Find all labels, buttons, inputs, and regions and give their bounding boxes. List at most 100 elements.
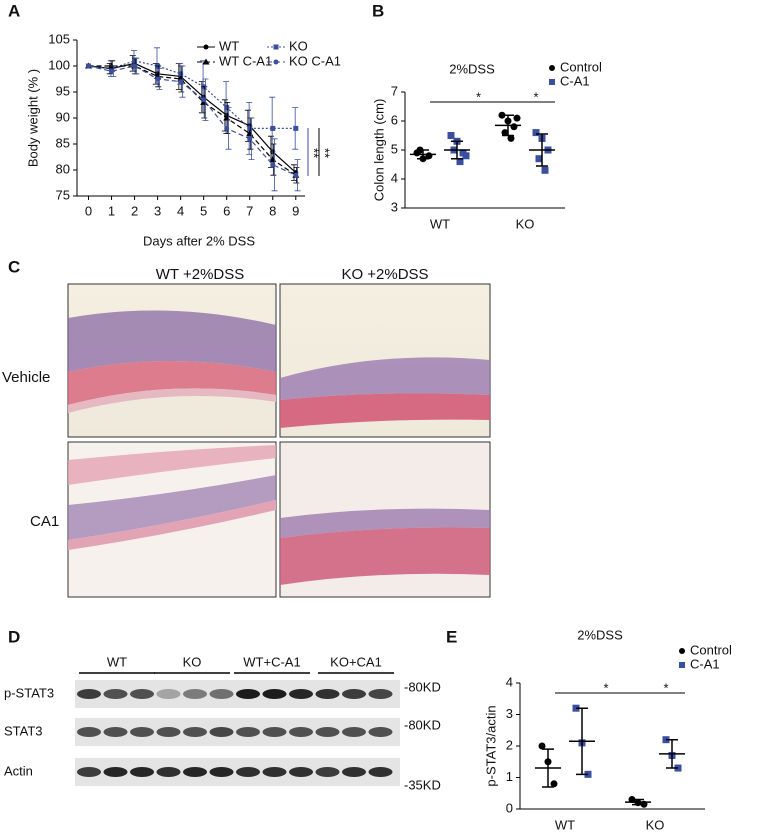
blot-band xyxy=(156,689,181,699)
x-tick-label: 6 xyxy=(223,203,230,218)
blot-band xyxy=(262,689,287,699)
blot-band xyxy=(77,727,101,737)
x-tick-label: WT xyxy=(430,216,450,231)
blot-band xyxy=(368,689,393,699)
blot-band xyxy=(289,727,313,737)
significance-label: ** xyxy=(307,148,322,158)
marker xyxy=(462,152,470,160)
blot-band xyxy=(368,767,393,777)
blot-band xyxy=(77,767,101,777)
y-tick-label: 0 xyxy=(506,800,513,815)
marker xyxy=(270,149,276,155)
y-tick-label: 80 xyxy=(56,161,70,176)
marker xyxy=(202,58,210,65)
legend-label: Control xyxy=(690,642,732,657)
x-tick-label: 0 xyxy=(85,203,92,218)
error-bar xyxy=(666,738,678,769)
blot-row-label: STAT3 xyxy=(4,723,43,738)
marker xyxy=(247,136,253,142)
x-tick-label: 1 xyxy=(108,203,115,218)
marker xyxy=(447,132,455,139)
blot-band xyxy=(130,767,154,777)
series-line xyxy=(88,60,296,129)
marker xyxy=(293,125,299,131)
series-line xyxy=(88,65,297,176)
blot-band xyxy=(236,689,260,699)
blot-band xyxy=(315,727,340,737)
histology: WT +2%DSS KO +2%DSS Vehicle CA1 xyxy=(2,266,491,598)
marker xyxy=(224,125,230,131)
blot-band xyxy=(262,767,287,777)
blot-band xyxy=(103,767,128,777)
legend-label: WT xyxy=(219,38,239,53)
panel-label: A xyxy=(8,1,20,20)
marker xyxy=(270,125,276,131)
y-tick-label: 100 xyxy=(48,57,70,72)
row-label: Vehicle xyxy=(2,369,50,386)
y-tick-label: 95 xyxy=(56,83,70,98)
marker xyxy=(507,134,515,142)
x-tick-label: 5 xyxy=(200,203,207,218)
marker xyxy=(541,166,549,174)
error-bar xyxy=(417,149,429,160)
blot-band xyxy=(342,689,366,699)
lane-group-label: WT+C-A1 xyxy=(243,654,300,669)
blot-band xyxy=(183,689,207,699)
legend-label: KO xyxy=(289,38,308,53)
marker xyxy=(510,123,518,131)
significance-label: * xyxy=(476,89,481,104)
blot-band xyxy=(77,689,101,699)
y-tick-label: 105 xyxy=(48,31,70,46)
panel-label: E xyxy=(446,627,457,646)
y-tick-label: 4 xyxy=(391,170,398,185)
blot-band xyxy=(236,727,260,737)
blot-band xyxy=(315,767,340,777)
y-axis-label: p-STAT3/actin xyxy=(483,705,498,786)
y-tick-label: 3 xyxy=(506,706,513,721)
y-tick-label: 90 xyxy=(56,109,70,124)
blot-band xyxy=(209,767,234,777)
panel-label: D xyxy=(8,627,20,646)
legend-label: WT C-A1 xyxy=(219,53,272,68)
x-tick-label: 7 xyxy=(246,203,253,218)
column-label: WT +2%DSS xyxy=(156,266,245,283)
chart-title: 2%DSS xyxy=(577,627,623,642)
x-axis-label: Days after 2% DSS xyxy=(143,233,255,248)
marker xyxy=(549,79,555,85)
x-tick-label: 2 xyxy=(131,203,138,218)
lane-group-label: WT xyxy=(107,654,127,669)
marker xyxy=(532,129,540,137)
panel-label: B xyxy=(372,1,384,20)
x-tick-label: WT xyxy=(555,817,575,832)
y-tick-label: 6 xyxy=(391,112,398,127)
marker xyxy=(109,68,115,74)
y-tick-label: 85 xyxy=(56,135,70,150)
y-tick-label: 3 xyxy=(391,199,398,214)
legend-label: C-A1 xyxy=(690,656,720,671)
blot-band xyxy=(262,727,287,737)
significance-label: * xyxy=(533,89,538,104)
size-marker: -80KD xyxy=(404,717,441,732)
lane-group-label: KO+CA1 xyxy=(330,654,382,669)
y-axis-label: Body weight (% ) xyxy=(25,69,40,167)
y-tick-label: 2 xyxy=(506,737,513,752)
marker xyxy=(535,155,543,163)
y-axis-label: Colon length (cm) xyxy=(371,99,386,202)
marker xyxy=(513,114,521,122)
y-tick-label: 1 xyxy=(506,769,513,784)
marker xyxy=(178,79,184,85)
series-line xyxy=(88,65,297,176)
y-tick-label: 4 xyxy=(506,674,513,689)
x-tick-label: 9 xyxy=(292,203,299,218)
error-bar xyxy=(451,140,463,160)
marker xyxy=(109,66,115,72)
y-tick-label: 75 xyxy=(56,187,70,202)
lane-group-label: KO xyxy=(183,654,202,669)
marker xyxy=(550,780,558,788)
blot-band xyxy=(103,689,128,699)
significance-label: * xyxy=(603,680,608,695)
marker xyxy=(247,125,253,131)
marker xyxy=(203,44,209,50)
error-bar xyxy=(502,114,514,137)
blot-row-label: p-STAT3 xyxy=(4,685,54,700)
